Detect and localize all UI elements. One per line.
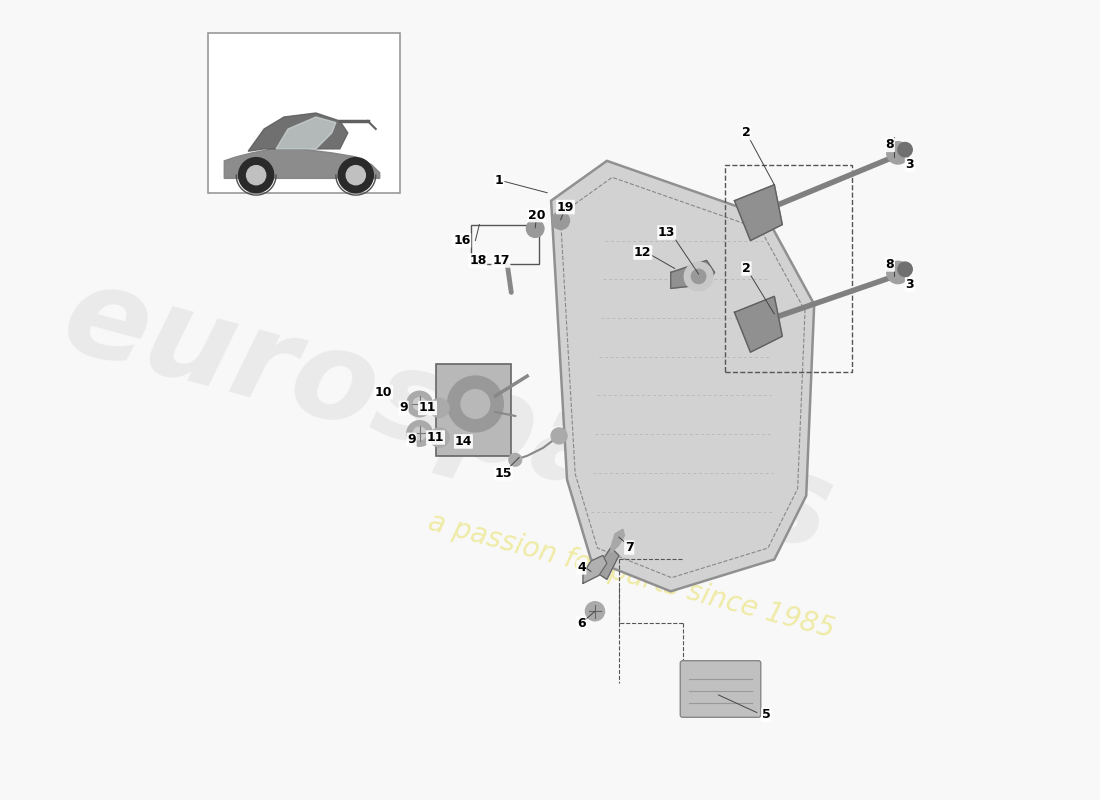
Text: 17: 17 (492, 254, 509, 267)
Bar (472, 225, 539, 265)
Polygon shape (735, 185, 782, 241)
Circle shape (887, 262, 909, 284)
Text: eurospares: eurospares (51, 255, 845, 577)
Circle shape (430, 428, 449, 447)
Circle shape (887, 142, 909, 164)
Text: 1: 1 (495, 174, 504, 187)
Text: 7: 7 (625, 541, 634, 554)
Circle shape (684, 262, 713, 290)
Text: 19: 19 (557, 201, 574, 214)
Circle shape (509, 454, 521, 466)
Text: 9: 9 (399, 402, 408, 414)
Circle shape (407, 421, 432, 446)
Circle shape (414, 398, 426, 410)
Polygon shape (735, 296, 782, 352)
Circle shape (692, 270, 706, 284)
Text: 18: 18 (469, 254, 486, 267)
Text: 11: 11 (427, 431, 444, 444)
Text: 8: 8 (886, 258, 894, 271)
Text: 16: 16 (453, 234, 471, 247)
Text: 2: 2 (742, 126, 751, 139)
Text: 2: 2 (742, 262, 751, 275)
Text: 20: 20 (528, 209, 546, 222)
Text: 4: 4 (578, 561, 586, 574)
Text: 9: 9 (407, 434, 416, 446)
Circle shape (346, 166, 365, 185)
Circle shape (898, 262, 912, 277)
Polygon shape (224, 149, 380, 178)
Text: 3: 3 (905, 278, 914, 291)
Text: 13: 13 (658, 226, 675, 239)
Text: 8: 8 (886, 138, 894, 151)
Bar (208, 34, 399, 193)
Polygon shape (276, 117, 336, 149)
Circle shape (585, 602, 605, 621)
Circle shape (414, 427, 426, 440)
Circle shape (246, 166, 266, 185)
Polygon shape (583, 555, 607, 583)
FancyBboxPatch shape (680, 661, 761, 718)
Text: 11: 11 (419, 402, 437, 414)
Circle shape (407, 391, 432, 417)
Polygon shape (551, 161, 814, 591)
Text: a passion for parts since 1985: a passion for parts since 1985 (425, 507, 837, 643)
Bar (725, 165, 852, 372)
Circle shape (430, 398, 449, 418)
Text: 10: 10 (375, 386, 393, 398)
Circle shape (552, 212, 570, 230)
Polygon shape (610, 529, 625, 553)
Bar (436, 364, 512, 456)
Text: 14: 14 (454, 435, 472, 448)
Polygon shape (249, 113, 348, 151)
Circle shape (527, 220, 543, 238)
Text: 3: 3 (905, 158, 914, 171)
Circle shape (551, 428, 568, 444)
Circle shape (448, 376, 504, 432)
Circle shape (339, 158, 373, 193)
Polygon shape (671, 261, 715, 288)
Circle shape (898, 142, 912, 157)
Text: 15: 15 (495, 467, 512, 480)
Text: 6: 6 (578, 617, 585, 630)
Circle shape (239, 158, 274, 193)
Circle shape (461, 390, 490, 418)
Text: 5: 5 (762, 709, 771, 722)
Polygon shape (595, 547, 619, 579)
Text: 12: 12 (634, 246, 651, 259)
